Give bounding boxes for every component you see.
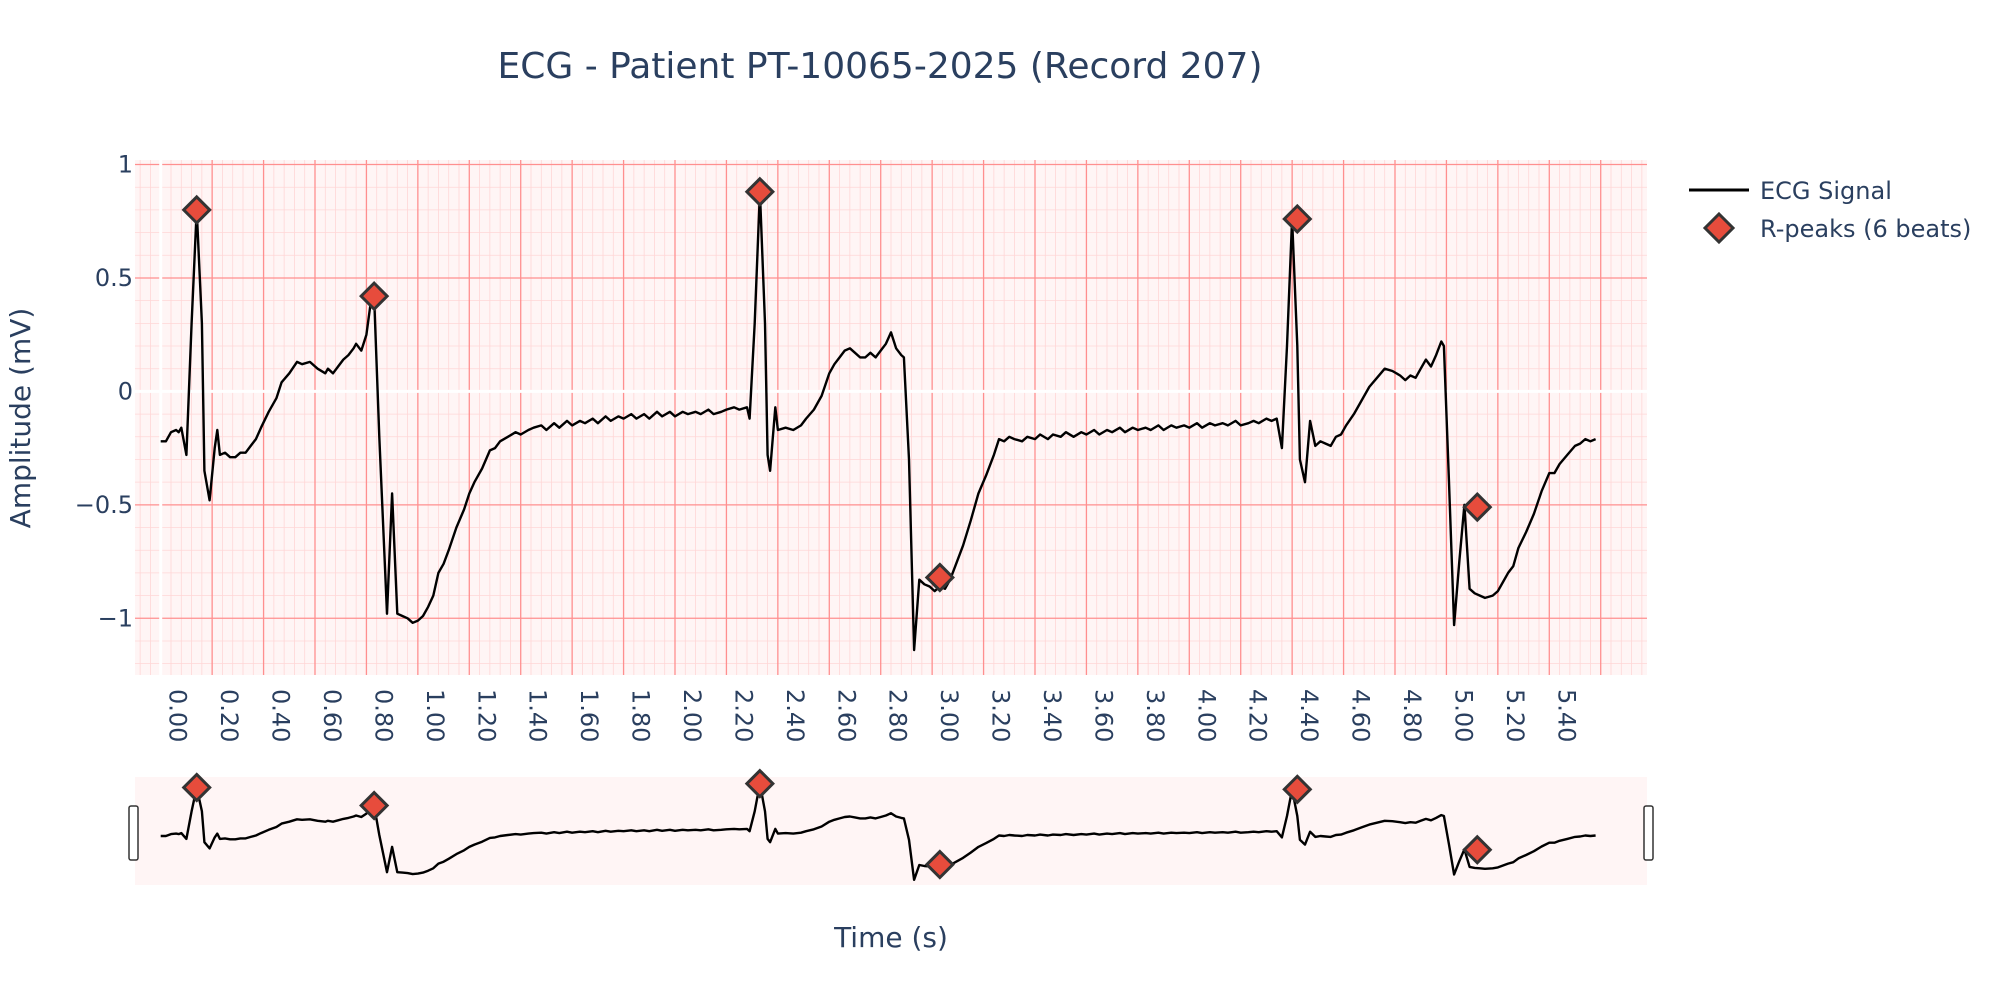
legend-item-ecg-signal[interactable]: ECG Signal [1689,177,1892,205]
legend-item-r-peaks[interactable]: R-peaks (6 beats) [1702,211,1971,245]
legend-label-ecg-signal: ECG Signal [1760,177,1892,205]
chart-title: ECG - Patient PT-10065-2025 (Record 207) [497,46,1262,87]
y-tick-label: 0 [118,377,133,405]
x-tick-label: 1.80 [627,689,655,742]
r-peak-markers [181,176,1493,593]
x-tick-label: 0.80 [369,689,397,742]
range-slider-peak-markers [181,768,1493,880]
r-peak-marker[interactable] [1282,203,1313,235]
legend[interactable]: ECG Signal R-peaks (6 beats) [1689,177,1971,245]
range-slider-peak-marker [359,790,390,821]
range-slider-peak-marker [744,768,775,799]
x-tick-label: 3.80 [1141,689,1169,742]
y-axis-title: Amplitude (mV) [4,308,37,529]
y-tick-label: −0.5 [75,491,133,519]
x-tick-label: 3.20 [987,689,1015,742]
range-slider-peak-marker [1462,834,1493,865]
main-plot-area[interactable] [135,160,1647,675]
range-slider-peak-marker [924,849,955,880]
y-tick-label: −1 [98,604,133,632]
legend-label-r-peaks: R-peaks (6 beats) [1760,215,1971,243]
range-slider-background [135,777,1647,885]
x-tick-label: 3.40 [1038,689,1066,742]
r-peak-marker[interactable] [924,562,955,593]
y-axis-ticks: 1 0.5 0 −0.5 −1 [75,151,133,633]
range-slider-right-handle[interactable] [1643,805,1654,861]
range-slider-peak-marker [181,772,212,803]
x-tick-label: 0.00 [164,689,192,742]
x-tick-label: 3.00 [935,689,963,742]
range-slider[interactable] [128,768,1654,885]
r-peak-marker[interactable] [1462,491,1493,523]
x-tick-label: 4.20 [1244,689,1272,742]
y-tick-label: 0.5 [95,264,133,292]
y-tick-label: 1 [118,151,133,179]
x-tick-label: 4.60 [1347,689,1375,742]
x-tick-label: 2.20 [729,689,757,742]
r-peak-marker[interactable] [181,194,212,226]
x-tick-label: 2.80 [884,689,912,742]
x-tick-label: 2.60 [832,689,860,742]
x-tick-label: 4.00 [1192,689,1220,742]
x-tick-label: 0.60 [318,689,346,742]
x-tick-label: 1.60 [575,689,603,742]
x-tick-label: 3.60 [1089,689,1117,742]
x-tick-label: 4.80 [1398,689,1426,742]
x-tick-label: 4.40 [1295,689,1323,742]
x-tick-label: 1.20 [472,689,500,742]
r-peak-marker[interactable] [359,281,390,312]
x-tick-label: 1.00 [421,689,449,742]
x-axis-title: Time (s) [833,921,948,954]
x-tick-label: 1.40 [524,689,552,742]
range-slider-peak-marker [1282,774,1313,805]
range-slider-left-handle[interactable] [128,805,139,861]
x-tick-label: 0.40 [267,689,295,742]
r-peak-marker[interactable] [744,176,775,207]
x-tick-label: 2.00 [678,689,706,742]
x-tick-label: 5.00 [1449,689,1477,742]
x-tick-label: 2.40 [781,689,809,742]
zero-line [135,160,1647,675]
x-tick-label: 5.40 [1552,689,1580,742]
x-tick-label: 5.20 [1501,689,1529,742]
legend-diamond-swatch [1702,211,1736,245]
x-tick-label: 0.20 [215,689,243,742]
x-axis-ticks: 0.00 0.20 0.40 0.60 0.80 1.00 1.20 1.40 1.60 1.80… [164,689,1581,742]
